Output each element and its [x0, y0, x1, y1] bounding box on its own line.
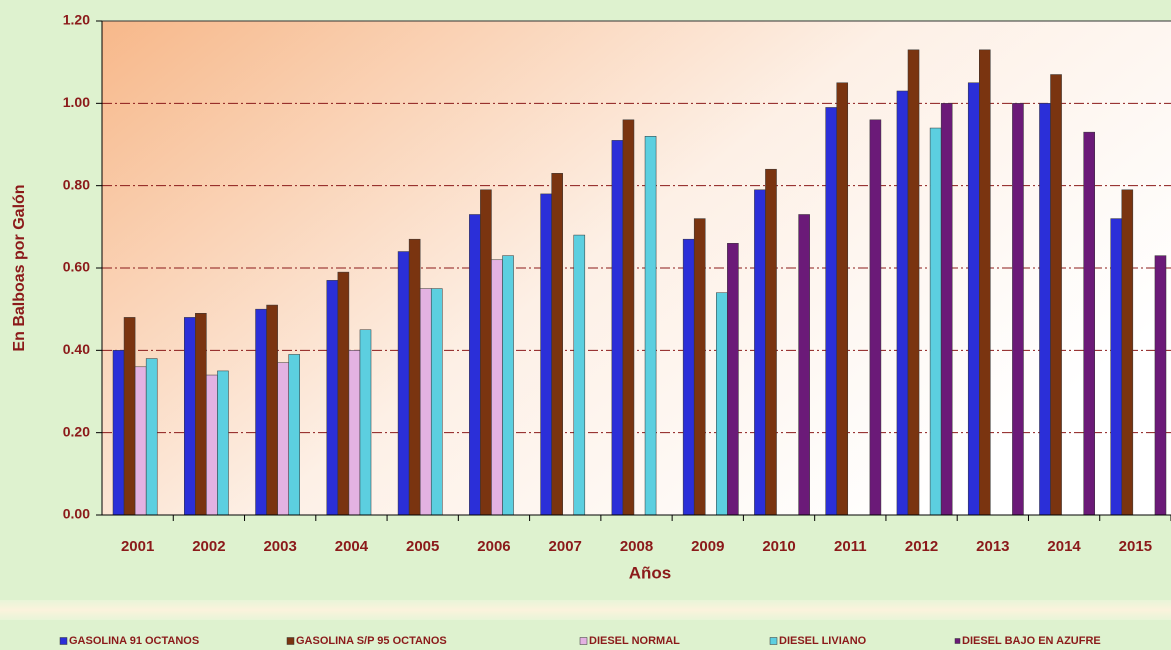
bar — [430, 288, 443, 516]
bar — [266, 304, 278, 516]
bar — [644, 136, 657, 516]
y-tick-label: 0.80 — [63, 176, 90, 192]
bar — [622, 119, 635, 516]
y-tick-label: 0.00 — [63, 506, 90, 522]
legend-label: DIESEL LIVIANO — [779, 635, 867, 647]
bar — [337, 271, 350, 516]
bar — [967, 82, 980, 516]
bar — [255, 308, 267, 516]
bar — [682, 238, 695, 516]
bar — [419, 288, 432, 516]
bar — [825, 107, 837, 516]
bar — [195, 313, 207, 516]
bar — [716, 292, 728, 516]
bar — [326, 280, 339, 516]
bar — [1110, 218, 1123, 516]
x-tick-label: 2012 — [905, 538, 938, 555]
bar — [134, 366, 147, 516]
y-tick-label: 0.40 — [63, 341, 90, 357]
bar — [765, 168, 777, 516]
bar — [1039, 103, 1051, 516]
legend-label: DIESEL BAJO EN AZUFRE — [962, 635, 1101, 647]
x-tick-label: 2004 — [335, 538, 369, 555]
x-tick-label: 2013 — [976, 538, 1009, 555]
legend-label: GASOLINA S/P 95 OCTANOS — [296, 635, 447, 647]
bar — [491, 259, 503, 516]
x-tick-label: 2015 — [1119, 538, 1152, 555]
bar — [869, 119, 882, 516]
x-tick-label: 2010 — [762, 538, 795, 555]
bar — [397, 251, 410, 516]
bar — [896, 90, 909, 516]
x-tick-label: 2001 — [121, 538, 154, 555]
bar — [929, 127, 942, 516]
bar — [1121, 189, 1134, 516]
y-tick-label: 0.60 — [63, 259, 90, 275]
bar — [979, 49, 991, 516]
bar — [277, 362, 289, 516]
x-tick-label: 2008 — [620, 538, 653, 555]
bar — [1154, 255, 1167, 516]
bar — [184, 317, 196, 516]
bar — [1012, 103, 1024, 516]
bar — [540, 193, 552, 516]
separator — [0, 600, 1171, 620]
legend-label: DIESEL NORMAL — [589, 635, 680, 647]
x-tick-label: 2003 — [263, 538, 296, 555]
bar — [727, 243, 739, 516]
x-axis-label: Años — [629, 563, 672, 582]
legend-marker — [954, 638, 961, 644]
bar — [469, 214, 481, 516]
x-tick-label: 2011 — [834, 538, 867, 555]
bar — [502, 255, 514, 516]
bar — [1083, 131, 1095, 516]
legend-marker — [579, 637, 588, 645]
y-tick-label: 1.20 — [63, 12, 90, 28]
bar — [359, 329, 372, 516]
bar — [408, 238, 421, 516]
bar — [1050, 74, 1062, 516]
bar — [217, 370, 229, 516]
bar — [112, 350, 125, 516]
bar — [348, 350, 361, 516]
bar — [573, 234, 586, 516]
bar — [123, 317, 136, 516]
legend-marker — [59, 637, 68, 645]
x-tick-label: 2014 — [1047, 538, 1081, 555]
bar — [798, 214, 810, 516]
legend-marker — [286, 637, 295, 645]
x-tick-label: 2006 — [477, 538, 510, 555]
bar — [288, 354, 300, 516]
legend-marker — [769, 637, 778, 645]
bar — [940, 103, 953, 516]
x-tick-label: 2009 — [691, 538, 724, 555]
x-tick-label: 2005 — [406, 538, 439, 555]
x-tick-label: 2002 — [192, 538, 225, 555]
bar — [754, 189, 766, 516]
bar — [145, 358, 158, 516]
bar — [693, 218, 706, 516]
y-axis-label: En Balboas por Galón — [11, 184, 28, 351]
bar — [480, 189, 492, 516]
bar — [551, 173, 563, 516]
bar — [907, 49, 920, 516]
bar — [611, 140, 624, 516]
legend-label: GASOLINA 91 OCTANOS — [69, 635, 199, 647]
bar — [836, 82, 849, 516]
y-tick-label: 1.00 — [63, 94, 90, 110]
x-tick-label: 2007 — [549, 538, 582, 555]
y-tick-label: 0.20 — [63, 423, 90, 439]
bar — [206, 374, 218, 516]
